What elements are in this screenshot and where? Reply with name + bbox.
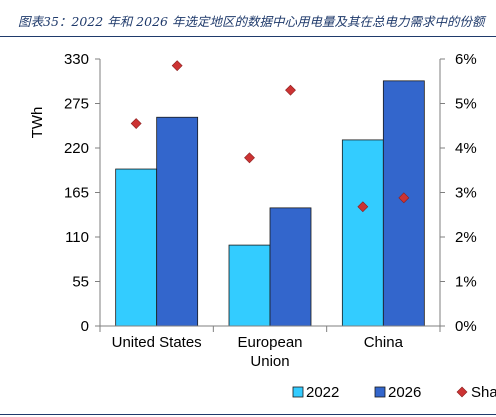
bar-2022-2 [341, 139, 384, 327]
y-tick-label-left: 330 [64, 51, 89, 68]
share-marker-2026-0 [171, 60, 183, 72]
y-tick-label-left: 165 [64, 185, 89, 202]
y-tick-label-right: 0% [455, 318, 477, 335]
x-category-label-2: China [364, 334, 404, 351]
legend-swatch-2022 [292, 386, 304, 398]
bar-2026-1 [269, 207, 312, 327]
y-tick-label-right: 5% [455, 96, 477, 113]
legend-label-2026: 2026 [388, 384, 421, 401]
y-axis-title: TWh [29, 107, 46, 139]
legend-swatch-share [456, 386, 468, 398]
y-tick-label-right: 6% [455, 51, 477, 68]
legend-swatch-2026 [374, 386, 386, 398]
share-marker-2022-2 [357, 201, 369, 213]
y-tick-label-left: 275 [64, 96, 89, 113]
x-category-label-1: European [237, 334, 302, 351]
y-tick-label-right: 1% [455, 274, 477, 291]
y-tick-label-right: 3% [455, 185, 477, 202]
figure-caption: 图表35：2022 年和 2026 年选定地区的数据中心用电量及其在总电力需求中… [18, 14, 485, 29]
caption-divider [0, 36, 496, 37]
x-category-label-0: United States [112, 334, 202, 351]
y-tick-label-left: 0 [81, 318, 89, 335]
y-tick-label-left: 110 [65, 229, 89, 246]
y-tick-label-right: 4% [455, 140, 477, 157]
x-category-label-1: Union [250, 353, 289, 370]
share-marker-2022-0 [130, 118, 142, 129]
bar-2026-0 [156, 116, 199, 327]
legend-label-2022: 2022 [306, 384, 339, 401]
y-tick-label-right: 2% [455, 229, 477, 246]
bar-2026-2 [382, 80, 425, 327]
share-marker-2022-1 [244, 152, 255, 164]
legend-label-share: Sha [471, 384, 496, 401]
bar-2022-1 [228, 244, 271, 327]
share-marker-2026-1 [285, 84, 296, 96]
y-tick-label-left: 220 [64, 140, 89, 157]
share-marker-2026-2 [398, 192, 410, 204]
bar-2022-0 [115, 168, 158, 327]
bottom-divider [0, 414, 496, 415]
y-tick-label-left: 55 [72, 274, 89, 291]
